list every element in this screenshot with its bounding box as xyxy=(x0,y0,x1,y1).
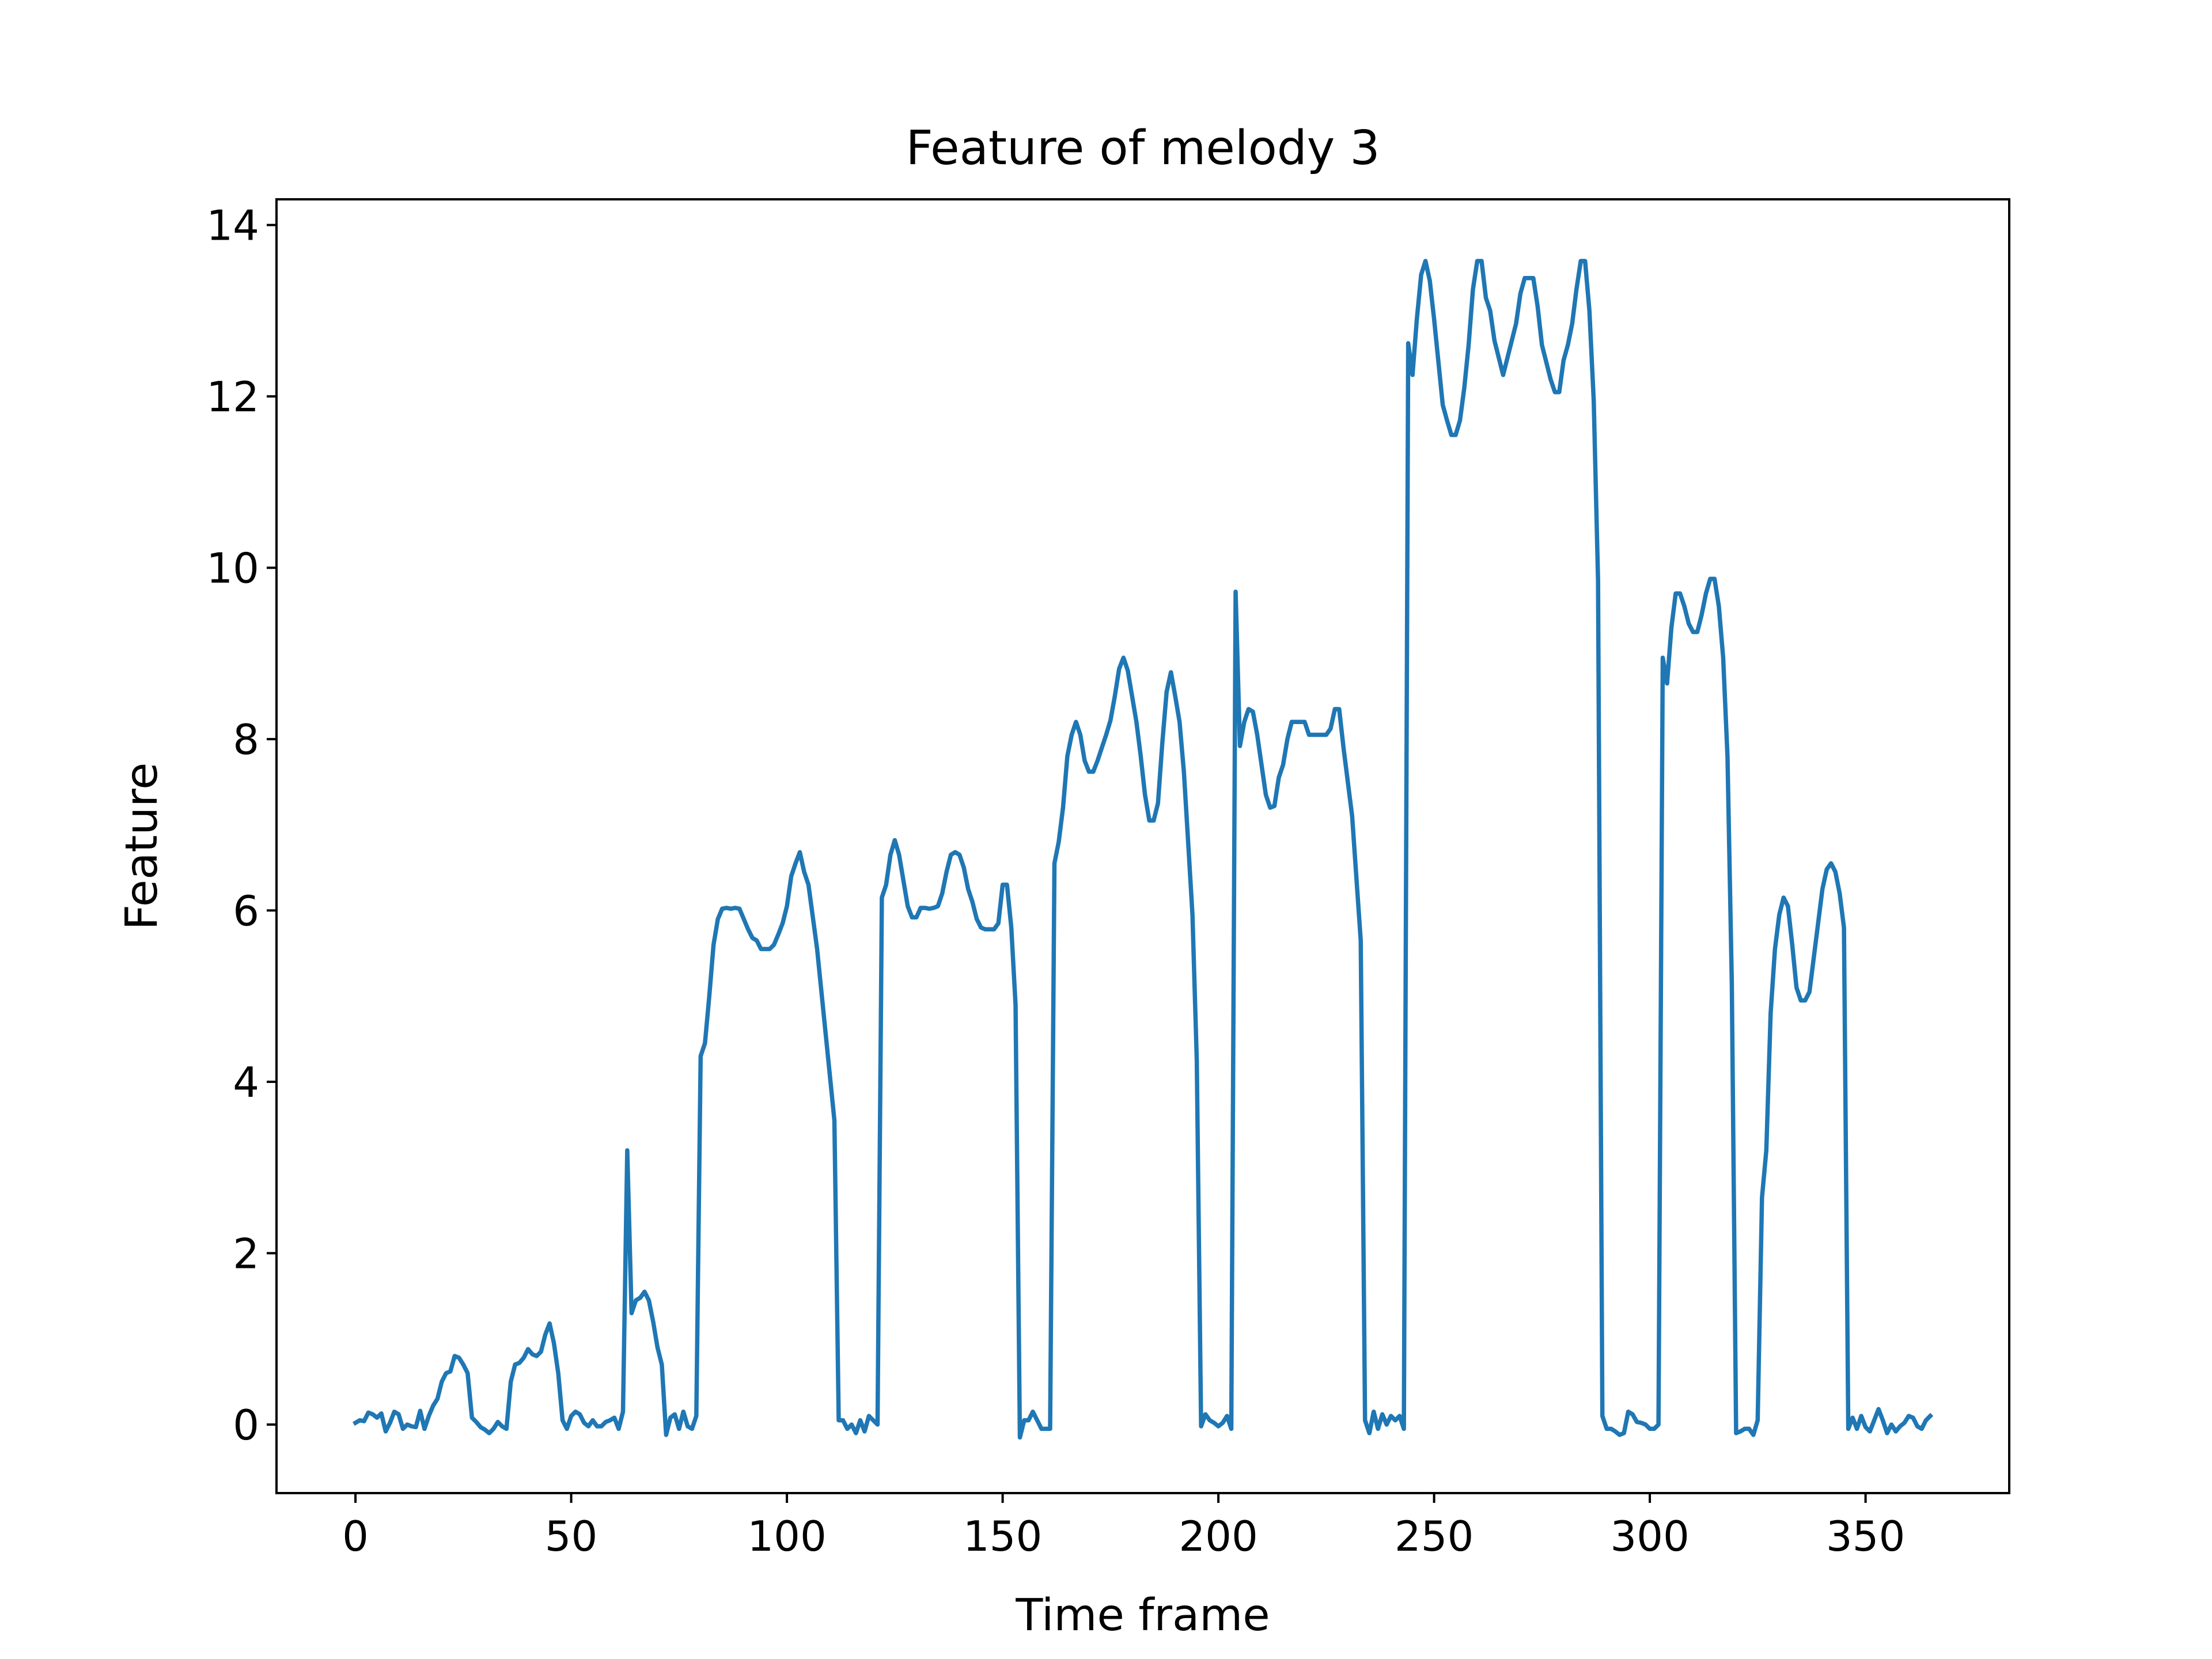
x-tick-label: 150 xyxy=(963,1512,1042,1560)
x-tick-label: 250 xyxy=(1395,1512,1474,1560)
y-tick-label: 12 xyxy=(206,373,259,421)
y-tick-label: 14 xyxy=(206,202,259,250)
series-line-0 xyxy=(352,259,1934,1440)
y-tick-label: 2 xyxy=(233,1230,259,1278)
x-axis-label: Time frame xyxy=(1015,1590,1270,1641)
plot-area: 0 50 100 150 200 250 300 350 0 2 4 6 8 10 12 14 xyxy=(206,198,2010,1560)
x-tick-label: 0 xyxy=(342,1512,369,1560)
y-tick-label: 4 xyxy=(233,1058,259,1107)
chart-title: Feature of melody 3 xyxy=(906,121,1380,176)
y-tick-label: 0 xyxy=(233,1401,259,1449)
y-tick-label: 8 xyxy=(233,715,259,764)
x-tick-label: 50 xyxy=(545,1512,598,1560)
y-axis: 0 2 4 6 8 10 12 14 xyxy=(206,202,276,1449)
x-axis: 0 50 100 150 200 250 300 350 xyxy=(342,1493,1905,1560)
x-tick-label: 100 xyxy=(747,1512,826,1560)
x-tick-label: 350 xyxy=(1826,1512,1905,1560)
y-tick-label: 10 xyxy=(206,544,259,593)
y-axis-label: Feature xyxy=(116,763,168,930)
x-tick-label: 200 xyxy=(1179,1512,1257,1560)
series-layer xyxy=(352,259,1934,1440)
x-tick-label: 300 xyxy=(1610,1512,1689,1560)
y-tick-label: 6 xyxy=(233,887,259,935)
axes-frame xyxy=(275,198,2010,1494)
